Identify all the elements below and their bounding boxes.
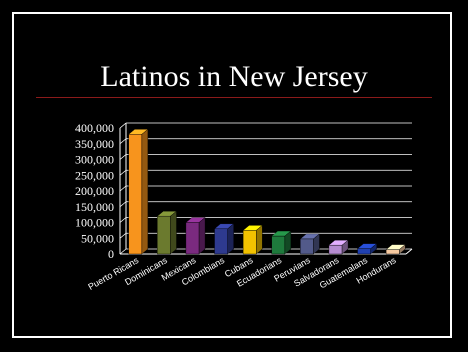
- gridline-side: [119, 232, 127, 239]
- gridline-side: [119, 154, 127, 160]
- y-tick-label: 0: [108, 247, 114, 261]
- y-tick-label: 400,000: [75, 121, 114, 135]
- title-divider: [36, 97, 432, 98]
- gridline-side: [119, 248, 127, 255]
- gridline-side: [119, 201, 127, 208]
- y-tick-label: 150,000: [75, 200, 114, 214]
- y-tick-label: 250,000: [75, 168, 114, 182]
- gridline-side: [119, 169, 127, 176]
- y-tick-label: 100,000: [75, 216, 114, 230]
- bar-side-9: [399, 244, 406, 255]
- bar-side-0: [141, 128, 149, 255]
- bar-side-7: [341, 239, 349, 255]
- bar-side-1: [170, 210, 177, 255]
- bar-8: [357, 248, 371, 255]
- bar-side-6: [313, 233, 320, 255]
- slide-title: Latinos in New Jersey: [100, 60, 368, 93]
- bar-4: [242, 230, 257, 255]
- bar-5: [271, 235, 286, 255]
- slide-frame: [12, 12, 452, 338]
- gridline-side: [119, 122, 127, 129]
- gridline-side: [119, 217, 127, 223]
- bar-side-8: [370, 243, 377, 255]
- bar-side-2: [198, 217, 206, 255]
- bar-side-4: [256, 224, 263, 255]
- y-tick-label: 350,000: [75, 137, 114, 151]
- bar-6: [300, 238, 314, 255]
- bar-side-5: [284, 230, 292, 255]
- y-tick-label: 200,000: [75, 184, 114, 198]
- bar-9: [385, 249, 400, 255]
- gridline-side: [119, 138, 127, 145]
- floor-edge: [405, 248, 413, 255]
- y-tick-label: 300,000: [75, 153, 114, 167]
- y-tick-label: 50,000: [81, 231, 114, 245]
- bar-side-3: [227, 223, 234, 255]
- gridline-side: [119, 185, 127, 192]
- bar-3: [214, 228, 228, 255]
- bar-1: [157, 215, 171, 255]
- bar-0: [128, 134, 143, 255]
- bar-2: [185, 222, 200, 255]
- bar-7: [328, 244, 343, 255]
